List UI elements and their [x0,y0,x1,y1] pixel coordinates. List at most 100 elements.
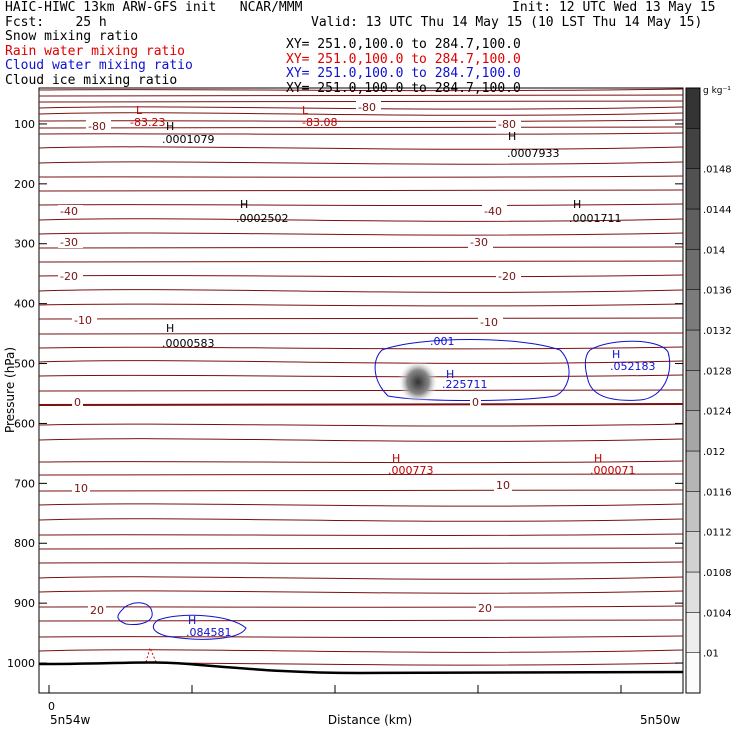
cloud-water-contours [117,339,671,640]
isotherm-line [38,533,684,536]
isotherm-line [38,403,684,407]
cloud-water-contour [152,614,247,640]
rain-contour [145,646,157,663]
isotherm-label-bg [356,101,381,113]
extremum-mark: L [136,104,143,117]
isotherm-label-bg [496,270,521,282]
isotherm-label-bg [58,236,83,248]
isotherm-label: -80 [498,118,516,131]
cloud-water-contour [117,602,153,625]
isotherm-line [38,423,684,427]
extremum-value: -83.23 [130,116,165,129]
colorbar-tick-label: .0124 [703,407,732,418]
xy-line: XY= 251.0,100.0 to 284.7,100.0 [286,80,521,96]
extremum-value: .000773 [388,464,434,477]
isotherm-label-bg [478,316,503,328]
extremum-value: .084581 [186,626,232,639]
isotherm-label: -40 [484,205,502,218]
left-line: Rain water mixing ratio [5,43,186,59]
isotherm-label: 10 [496,479,510,492]
y-tick-label: 500 [14,358,35,371]
extremum-value: .0001079 [162,133,215,146]
isotherm-line [38,203,684,207]
isotherm-label: -20 [60,270,78,283]
isotherm-line [38,146,684,150]
isotherm-line [38,106,684,110]
xy-line: XY= 251.0,100.0 to 284.7,100.0 [286,66,521,82]
isotherm-line [38,561,684,564]
isotherm-line [38,438,684,442]
extremum-value: -83.08 [302,116,337,129]
colorbar-unit: g kg⁻¹ [703,86,731,96]
xy-line: XY= 251.0,100.0 to 284.7,100.0 [286,51,521,67]
colorbar-band [685,128,701,169]
isotherm-line [38,289,684,293]
isotherm-line [38,576,684,580]
isotherm-line [38,175,684,178]
colorbar-band [685,531,701,573]
left-line: HAIC-HIWC 13km ARW-GFS init NCAR/MMM [5,0,303,15]
extremum-mark: H [573,198,581,211]
isotherm-line [38,88,684,92]
isotherm-label: -80 [358,101,376,114]
x-tick-label: 0 [48,700,55,713]
isotherm-label-bg [470,396,481,408]
colorbar-band [685,329,701,371]
colorbar-band [685,612,701,653]
colorbar-tick-label: .0132 [703,326,732,337]
isotherm-label-bg [58,205,83,217]
extremum-mark: H [508,130,516,143]
colorbar-band [685,491,701,532]
contour-labels: -80 -80 -80 -40 -40 -30 -30 -20 -20 -10 -10 0 0 10 10 2… [58,101,656,639]
colorbar-band [685,571,701,613]
y-tick-label: 400 [14,298,35,311]
colorbar-frame [685,87,701,694]
x-left-label: 5n54w [50,713,91,727]
y-tick-label: 700 [14,477,35,490]
left-line: Snow mixing ratio [5,29,139,45]
y-tick-label: 800 [14,537,35,550]
temperature-contours [38,88,684,666]
isotherm-label: -80 [88,120,106,133]
isotherm-label-bg [468,236,493,248]
cloud-ice-shading [398,360,438,404]
colorbar-tick-label: .0112 [703,528,732,539]
isotherm-line [38,503,684,507]
extremum-mark: L [302,104,309,117]
isotherm-label: 0 [472,396,479,409]
colorbar-tick-label: .0104 [703,608,732,619]
extremum-mark: H [446,368,454,381]
extremum-mark: H [188,614,196,627]
colorbar-tick-label: .0116 [703,487,732,498]
y-tick-label: 300 [14,238,35,251]
extremum-value: .0007933 [507,147,560,160]
extremum-mark: H [240,198,248,211]
extremum-mark: H [612,348,620,361]
axes: 1002003004005006007008009001000Pressure … [3,118,683,727]
y-tick-label: 900 [14,597,35,610]
colorbar-band [685,410,701,452]
y-tick-label: 1000 [7,657,35,670]
isotherm-line [38,374,684,378]
isotherm-label: -30 [470,236,488,249]
colorbar-tick-label: .0108 [703,568,732,579]
colorbar-band [685,249,701,290]
extremum-mark: H [392,452,400,465]
isotherm-label: 0 [74,396,81,409]
isotherm-line [38,161,684,165]
colorbar-tick-label: .014 [703,245,725,256]
colorbar-tick-label: .0144 [703,205,732,216]
extremum-mark: H [594,452,602,465]
extremum-value: .225711 [442,378,488,391]
isotherm-line [38,605,684,608]
y-axis-label: Pressure (hPa) [3,347,17,433]
isotherm-label-bg [72,396,83,408]
extremum-value: .0000583 [162,337,215,350]
isotherm-label: -40 [60,205,78,218]
isotherm-label-bg [494,479,512,491]
y-tick-label: 600 [14,417,35,430]
left-line: Cloud ice mixing ratio [5,73,178,88]
x-axis-label: Distance (km) [328,713,412,727]
isotherm-label: -10 [480,316,498,329]
